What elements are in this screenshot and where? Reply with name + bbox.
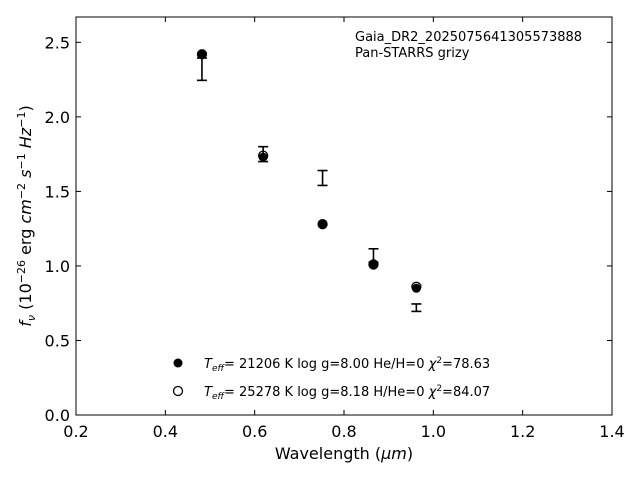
x-axis-title-unit: μm: [380, 444, 407, 463]
y-tick-label: 2.0: [45, 108, 70, 127]
legend-label-series-1: Teff= 21206 K log g=8.00 He/H=0 χ2=78.63: [204, 356, 490, 374]
x-axis-title: Wavelength (μm): [275, 444, 413, 463]
legend-marker-filled: [173, 358, 183, 368]
x-tick-label: 1.4: [599, 422, 624, 441]
model-point-series-2: [411, 281, 422, 292]
y-tick-label: 2.5: [45, 33, 70, 52]
model-point-series-2: [368, 259, 379, 270]
legend-label-series-2: Teff= 25278 K log g=8.18 H/He=0 χ2=84.07: [204, 384, 490, 402]
y-tick-label: 0.5: [45, 331, 70, 350]
annotation-object-id: Gaia_DR2_2025075641305573888: [355, 30, 582, 45]
x-tick-label: 1.2: [510, 422, 535, 441]
x-tick-label: 0.6: [242, 422, 267, 441]
model-point-series-1: [368, 259, 378, 269]
model-point-series-1: [318, 219, 328, 229]
model-point-series-2: [317, 219, 328, 230]
model-point-series-2: [196, 49, 208, 60]
y-tick-label: 0.0: [45, 406, 70, 425]
annotation-survey: Pan-STARRS grizy: [355, 46, 470, 61]
y-tick-label: 1.0: [45, 257, 70, 276]
model-point-series-1: [197, 49, 207, 59]
y-axis-title: fν (10−26 erg cm−2 s−1 Hz−1): [15, 105, 38, 326]
legend-marker-open: [172, 385, 184, 397]
x-tick-label: 1.0: [421, 422, 446, 441]
x-tick-label: 0.4: [153, 422, 178, 441]
legend: Teff= 21206 K log g=8.00 He/H=0 χ2=78.63…: [172, 356, 490, 402]
model-point-series-2: [258, 150, 269, 161]
plot-area: 0.2 0.4 0.6 0.8 1.0 1.2 1.4 0.0 0.5 1.0 1.5 2.0 2.5: [45, 16, 625, 441]
y-tick-label: 1.5: [45, 182, 70, 201]
x-tick-label: 0.2: [63, 422, 88, 441]
x-axis-title-text: Wavelength (: [275, 444, 381, 463]
x-tick-label: 0.8: [331, 422, 356, 441]
